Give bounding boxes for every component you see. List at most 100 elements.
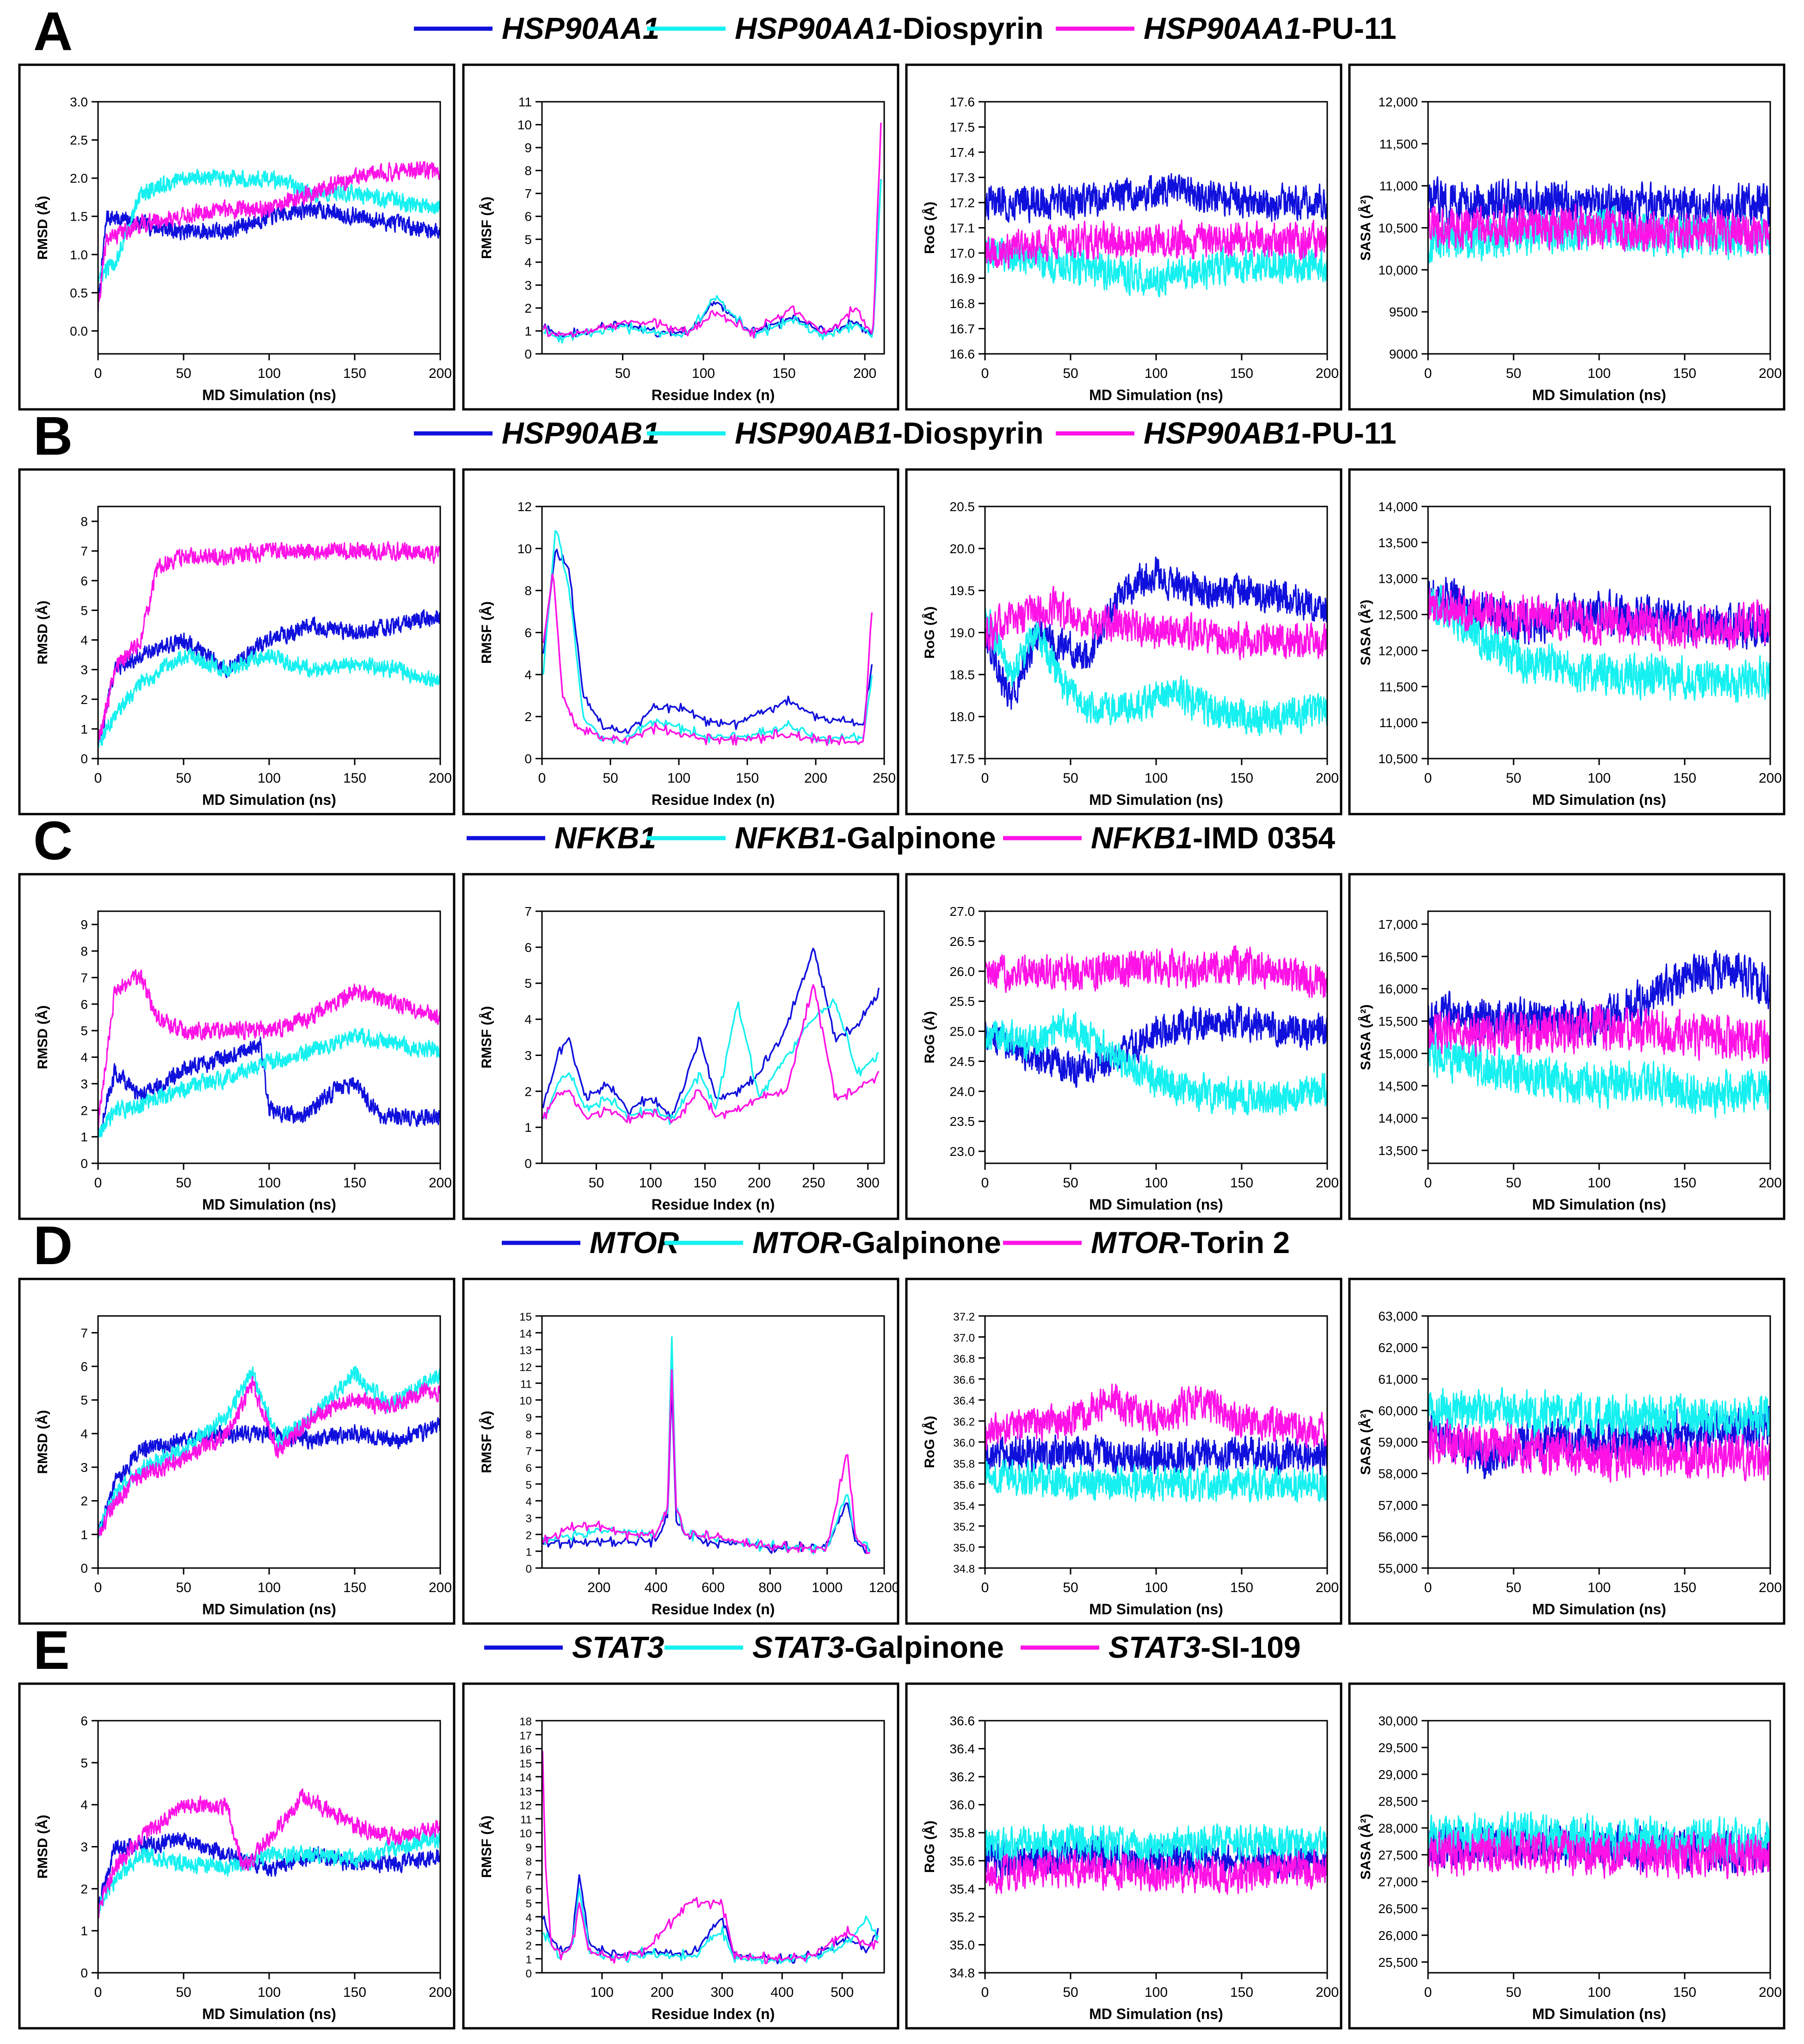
legend: HSP90AA1 HSP90AA1-Diospyrin HSP90AA1-PU-11	[414, 11, 1397, 45]
y-tick-label: 35.2	[953, 1521, 975, 1533]
x-tick-label: 50	[176, 1580, 191, 1595]
x-tick-label: 100	[1588, 771, 1611, 786]
y-tick-label: 35.6	[953, 1479, 975, 1491]
legend-label: HSP90AA1-PU-11	[1144, 11, 1397, 45]
y-axis-label: RMSF (Å)	[479, 1411, 494, 1473]
series-line-ligand1	[985, 1459, 1327, 1503]
x-tick-label: 150	[1230, 1580, 1253, 1595]
series-line-ligand1	[98, 648, 440, 748]
legend-item: MTOR	[502, 1225, 679, 1260]
series-line-ligand2	[542, 574, 873, 746]
legend-item: NFKB1-IMD 0354	[1003, 821, 1335, 855]
legend-gene-name: MTOR	[1091, 1225, 1180, 1260]
y-tick-label: 17.5	[950, 120, 975, 135]
plot-area	[984, 1720, 1328, 1974]
series-line-ligand1	[985, 1823, 1327, 1866]
legend-item: STAT3-Galpinone	[665, 1630, 1004, 1664]
x-axis-label: MD Simulation (ns)	[202, 1601, 336, 1618]
legend-label: MTOR	[590, 1225, 679, 1260]
y-tick-label: 55,000	[1378, 1561, 1418, 1575]
y-tick-label: 34.8	[953, 1563, 975, 1575]
series-group	[542, 530, 873, 746]
x-ticks: 0 50 100 150 200	[1424, 1163, 1782, 1191]
series-group	[542, 1336, 871, 1555]
y-tick-label: 18	[519, 1716, 532, 1728]
series-line-ligand2	[542, 984, 880, 1124]
x-tick-label: 100	[639, 1175, 662, 1191]
series-line-apo	[1428, 1406, 1770, 1479]
y-tick-label: 9	[524, 141, 532, 155]
y-tick-label: 18.5	[950, 667, 975, 682]
x-axis-label: MD Simulation (ns)	[1532, 1601, 1666, 1618]
legend-gene-name: NFKB1	[554, 821, 656, 855]
legend-label: NFKB1-IMD 0354	[1091, 821, 1335, 855]
x-tick-label: 200	[1759, 1985, 1782, 2000]
y-tick-label: 29,000	[1378, 1767, 1418, 1782]
y-tick-label: 13	[519, 1345, 532, 1357]
y-tick-label: 10	[517, 542, 532, 556]
series-line-ligand1	[1428, 584, 1770, 703]
x-tick-label: 50	[615, 366, 630, 381]
x-ticks: 0 50 100 150 200 250	[538, 759, 896, 786]
x-ticks: 0 50 100 150 200	[1424, 1973, 1782, 2000]
series-group	[985, 1383, 1327, 1503]
chart-e-rmsd: 0 50 100 150 200 0 1 2 3 4 5 6 MD Simulation (ns) RMS…	[18, 1682, 456, 2030]
chart-frame	[462, 468, 899, 815]
x-tick-label: 0	[538, 771, 546, 786]
y-tick-label: 3	[80, 1840, 88, 1854]
x-axis-label: MD Simulation (ns)	[202, 387, 336, 403]
y-tick-label: 1.0	[70, 247, 88, 262]
x-tick-label: 150	[343, 1175, 366, 1191]
x-tick-label: 200	[1316, 1985, 1339, 2000]
x-tick-label: 150	[1673, 771, 1696, 786]
y-tick-label: 10,500	[1378, 752, 1418, 766]
y-tick-label: 26,000	[1378, 1928, 1418, 1943]
chart-c-rog: 0 50 100 150 200 23.0 23.5 24.0 24.5 25.0 25.5 26.0…	[905, 873, 1342, 1220]
y-tick-label: 6	[80, 1714, 88, 1728]
x-tick-label: 50	[176, 366, 191, 381]
y-axis-label: RMSD (Å)	[35, 196, 50, 259]
x-tick-label: 150	[773, 366, 796, 381]
y-tick-label: 6	[524, 210, 532, 224]
x-tick-label: 50	[1506, 1175, 1521, 1191]
x-tick-label: 150	[343, 1985, 366, 2000]
y-tick-label: 9500	[1389, 305, 1418, 319]
series-line-ligand2	[1428, 1828, 1770, 1879]
series-line-ligand1	[542, 1888, 879, 1964]
y-tick-label: 35.4	[953, 1500, 975, 1513]
x-tick-label: 100	[1145, 1580, 1168, 1595]
y-axis-label: RMSD (Å)	[35, 1815, 50, 1878]
y-tick-label: 10	[519, 1828, 532, 1840]
y-tick-label: 12,000	[1378, 95, 1418, 109]
series-line-apo	[542, 947, 880, 1119]
y-tick-label: 8	[526, 1428, 532, 1441]
series-group	[542, 123, 882, 344]
y-tick-label: 4	[80, 1050, 88, 1065]
x-tick-label: 100	[667, 771, 690, 786]
y-tick-label: 11	[518, 95, 532, 109]
y-axis-label: SASA (Å²)	[1358, 1409, 1373, 1475]
y-tick-label: 3	[80, 1077, 88, 1091]
series-line-ligand1	[985, 237, 1327, 297]
y-tick-label: 4	[80, 1798, 88, 1812]
panel-letter-d: D	[33, 1215, 73, 1276]
y-tick-label: 17	[519, 1729, 532, 1742]
y-tick-label: 1	[526, 1954, 532, 1966]
y-tick-label: 3	[80, 1460, 88, 1475]
legend-label: HSP90AA1-Diospyrin	[735, 11, 1044, 45]
legend-label: STAT3-SI-109	[1108, 1630, 1301, 1664]
series-group	[985, 556, 1327, 736]
y-tick-label: 13,500	[1378, 1143, 1418, 1158]
y-tick-label: 5	[80, 1024, 88, 1038]
y-tick-label: 14	[519, 1772, 532, 1784]
legend-gene-name: STAT3	[572, 1630, 664, 1664]
plot-area	[541, 101, 885, 355]
x-tick-label: 50	[1063, 1175, 1078, 1191]
x-ticks: 0 50 100 150 200	[981, 1973, 1339, 2000]
chart-c-rmsd: 0 50 100 150 200 0 1 2 3 4 5 6 7 8 9 MD Simulation (ns)…	[18, 873, 456, 1220]
y-tick-label: 11	[520, 1378, 532, 1390]
series-group	[98, 969, 440, 1138]
y-tick-label: 17.0	[950, 246, 975, 260]
x-tick-label: 100	[1588, 1985, 1611, 2000]
legend-gene-name: HSP90AA1	[1144, 11, 1301, 45]
